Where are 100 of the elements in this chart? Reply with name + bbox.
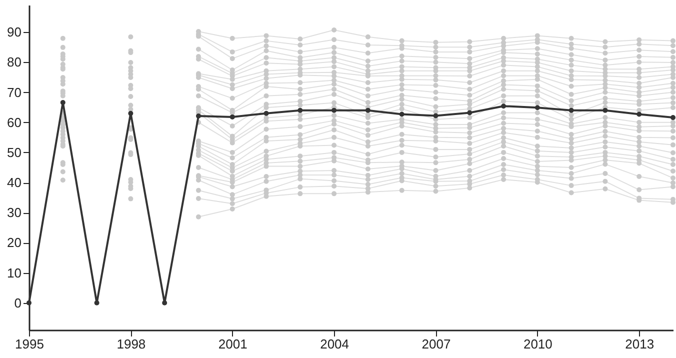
point bbox=[365, 58, 370, 64]
point bbox=[501, 120, 506, 126]
point bbox=[602, 39, 608, 44]
point bbox=[568, 150, 574, 155]
point bbox=[399, 112, 404, 117]
point bbox=[636, 80, 642, 86]
point bbox=[534, 128, 540, 134]
point bbox=[399, 138, 404, 143]
point bbox=[636, 60, 642, 65]
point bbox=[433, 188, 438, 194]
point bbox=[501, 177, 506, 182]
point bbox=[264, 60, 269, 66]
point bbox=[399, 106, 404, 112]
point bbox=[467, 161, 472, 166]
point bbox=[670, 80, 676, 86]
point bbox=[670, 150, 676, 156]
point bbox=[670, 43, 676, 48]
point bbox=[467, 86, 472, 92]
point bbox=[636, 112, 642, 117]
point bbox=[534, 148, 540, 154]
point bbox=[298, 184, 303, 190]
point bbox=[365, 139, 370, 144]
point bbox=[568, 92, 574, 97]
point bbox=[365, 80, 370, 86]
point bbox=[602, 134, 608, 139]
point bbox=[332, 82, 337, 87]
point bbox=[332, 127, 337, 132]
point bbox=[332, 27, 337, 32]
point bbox=[230, 56, 235, 62]
point bbox=[298, 154, 303, 159]
point bbox=[433, 40, 438, 45]
point bbox=[534, 172, 540, 178]
x-tick-label: 2013 bbox=[625, 336, 654, 352]
point bbox=[162, 300, 168, 306]
point bbox=[94, 300, 100, 306]
point bbox=[602, 139, 608, 144]
point bbox=[399, 142, 404, 148]
y-tick-label: 0 bbox=[14, 295, 22, 310]
point bbox=[568, 77, 574, 82]
point bbox=[636, 37, 642, 42]
point bbox=[467, 49, 472, 54]
point bbox=[568, 132, 574, 137]
point bbox=[332, 59, 337, 64]
y-tick-label: 90 bbox=[7, 24, 22, 40]
point bbox=[365, 64, 370, 69]
point bbox=[399, 188, 404, 193]
y-tick-label: 60 bbox=[7, 114, 22, 130]
point bbox=[332, 134, 337, 140]
point bbox=[230, 114, 235, 120]
point bbox=[636, 54, 642, 59]
point bbox=[467, 156, 472, 162]
point bbox=[298, 49, 303, 54]
point bbox=[298, 116, 303, 122]
point bbox=[501, 110, 506, 116]
point bbox=[230, 206, 235, 212]
point bbox=[501, 73, 506, 78]
point bbox=[501, 62, 506, 68]
point bbox=[534, 68, 540, 74]
point bbox=[534, 122, 540, 127]
point bbox=[568, 176, 574, 181]
point bbox=[670, 135, 676, 140]
point bbox=[568, 36, 574, 41]
point bbox=[568, 145, 574, 150]
point bbox=[60, 100, 66, 105]
point bbox=[433, 54, 438, 60]
point bbox=[365, 132, 370, 138]
point bbox=[230, 150, 235, 155]
point bbox=[264, 33, 269, 38]
point bbox=[568, 165, 574, 170]
point bbox=[332, 168, 337, 174]
point bbox=[264, 84, 269, 90]
point bbox=[636, 187, 642, 192]
point bbox=[230, 36, 235, 41]
point bbox=[602, 171, 608, 176]
point bbox=[501, 36, 506, 41]
point bbox=[433, 82, 438, 88]
point bbox=[332, 50, 337, 56]
point bbox=[196, 114, 201, 119]
point bbox=[568, 190, 574, 196]
point bbox=[467, 168, 472, 174]
point bbox=[568, 183, 574, 188]
point bbox=[602, 108, 608, 113]
point bbox=[128, 75, 134, 80]
point bbox=[433, 138, 438, 144]
point bbox=[467, 146, 472, 152]
point bbox=[534, 116, 540, 122]
point bbox=[568, 136, 574, 142]
point bbox=[501, 139, 506, 144]
point bbox=[399, 58, 404, 64]
point bbox=[670, 128, 676, 134]
point bbox=[636, 84, 642, 90]
point bbox=[534, 100, 540, 106]
point bbox=[332, 150, 337, 155]
point bbox=[264, 138, 269, 144]
point bbox=[365, 177, 370, 182]
point bbox=[501, 162, 506, 167]
point bbox=[365, 152, 370, 157]
point bbox=[332, 64, 337, 70]
point bbox=[670, 105, 676, 110]
point bbox=[467, 135, 472, 140]
